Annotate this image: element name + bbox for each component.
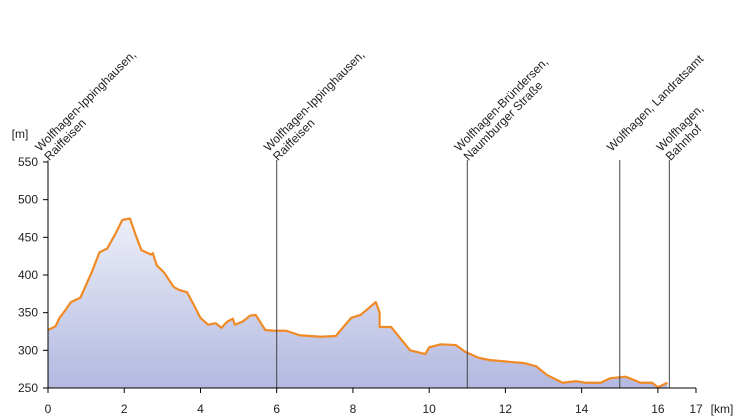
y-tick-label: 500 bbox=[18, 193, 38, 207]
x-tick-label: 16 bbox=[651, 402, 665, 416]
area-fill bbox=[48, 218, 668, 388]
stop-label: Wolfhagen-Ippinghausen,Raiffeisen bbox=[261, 48, 367, 164]
x-tick-label: 17 bbox=[689, 402, 703, 416]
x-tick-label: 8 bbox=[350, 402, 357, 416]
y-tick-label: 400 bbox=[18, 268, 38, 282]
y-axis-label: [m] bbox=[12, 127, 29, 141]
x-axis-label: [km] bbox=[711, 402, 734, 416]
elevation-line bbox=[47, 217, 668, 389]
stop-label-line: Wolfhagen-Bründersen, bbox=[452, 55, 551, 154]
x-tick-label: 6 bbox=[273, 402, 280, 416]
stop-label-line: Wolfhagen-Ippinghausen, bbox=[32, 48, 138, 154]
y-tick-label: 350 bbox=[18, 306, 38, 320]
x-tick-label: 2 bbox=[121, 402, 128, 416]
y-tick-label: 300 bbox=[18, 343, 38, 357]
x-tick-label: 14 bbox=[575, 402, 589, 416]
stop-label-line: Naumburger Straße bbox=[461, 78, 546, 163]
y-tick-label: 550 bbox=[18, 155, 38, 169]
stop-label: Wolfhagen-Bründersen,Naumburger Straße bbox=[452, 55, 551, 164]
x-tick-label: 12 bbox=[499, 402, 513, 416]
x-tick-label: 10 bbox=[422, 402, 436, 416]
y-tick-label: 450 bbox=[18, 230, 38, 244]
stop-label-line: Wolfhagen-Ippinghausen, bbox=[261, 48, 367, 154]
stop-label: Wolfhagen,Bahnhof bbox=[654, 101, 707, 163]
y-tick-label: 250 bbox=[18, 381, 38, 395]
stop-label: Wolfhagen-Ippinghausen,Raiffeisen bbox=[32, 48, 138, 164]
x-tick-label: 0 bbox=[45, 402, 52, 416]
x-tick-label: 4 bbox=[197, 402, 204, 416]
